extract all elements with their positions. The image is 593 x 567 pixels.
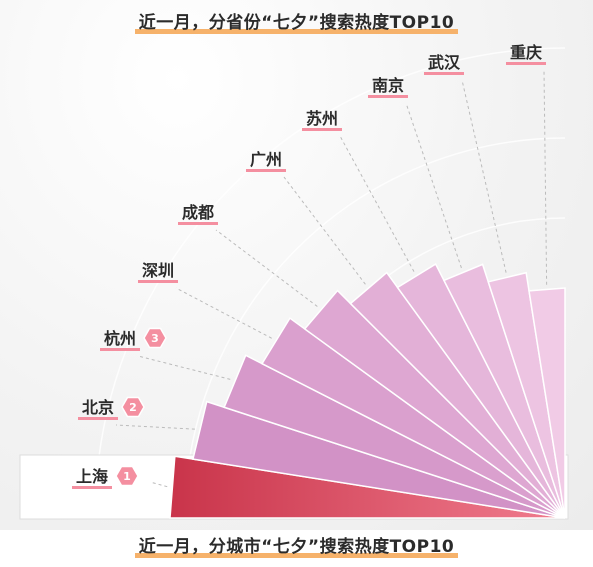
city-label-5: 成都 (182, 203, 214, 222)
label-underline (368, 95, 408, 98)
decor-arc (94, 47, 566, 519)
label-underline (302, 128, 342, 131)
city-label-6: 广州 (250, 150, 282, 169)
chart-title-top: 近一月，分省份“七夕”搜索热度TOP10 (0, 8, 593, 34)
chart-title-top-text: 近一月，分省份“七夕”搜索热度TOP10 (134, 13, 459, 34)
city-label-8: 南京 (372, 76, 404, 95)
label-underline (78, 417, 118, 420)
chart-title-bottom-text: 近一月，分城市“七夕”搜索热度TOP10 (134, 537, 459, 558)
rank-number-1: 1 (123, 470, 131, 483)
leader-line (175, 287, 272, 339)
leader-line (215, 229, 318, 307)
rank-badge-2 (121, 396, 145, 418)
decor-arc (184, 137, 566, 519)
rank-badge-1 (115, 465, 139, 487)
rank-number-3: 3 (151, 332, 159, 345)
leader-line (283, 176, 366, 285)
city-label-3: 杭州 (104, 329, 136, 348)
label-underline (138, 280, 178, 283)
fan-segment-10 (528, 287, 566, 519)
city-label-2: 北京 (82, 398, 114, 417)
leader-line (405, 102, 462, 269)
leader-line (543, 69, 548, 285)
fan-chart: 上海 1 北京 2 杭州 3 深圳 成都 广州 苏州 南京 武汉 重庆 (19, 43, 569, 520)
label-underline (424, 72, 464, 75)
leader-line (339, 135, 415, 272)
leader-line (149, 481, 168, 488)
chart-title-bottom: 近一月，分城市“七夕”搜索热度TOP10 (0, 532, 593, 558)
leader-line (137, 355, 231, 380)
label-underline (72, 486, 112, 489)
city-label-4: 深圳 (142, 261, 174, 280)
leader-line (461, 79, 507, 273)
city-label-7: 苏州 (306, 109, 338, 128)
city-label-10: 重庆 (510, 43, 542, 62)
rank-badge-3 (143, 327, 167, 349)
label-underline (246, 169, 286, 172)
label-underline (178, 222, 218, 225)
rank-number-2: 2 (129, 401, 137, 414)
label-underline (506, 62, 546, 65)
leader-line (115, 424, 195, 430)
label-underline (100, 348, 140, 351)
city-label-1: 上海 (76, 467, 108, 486)
city-label-9: 武汉 (428, 53, 461, 72)
